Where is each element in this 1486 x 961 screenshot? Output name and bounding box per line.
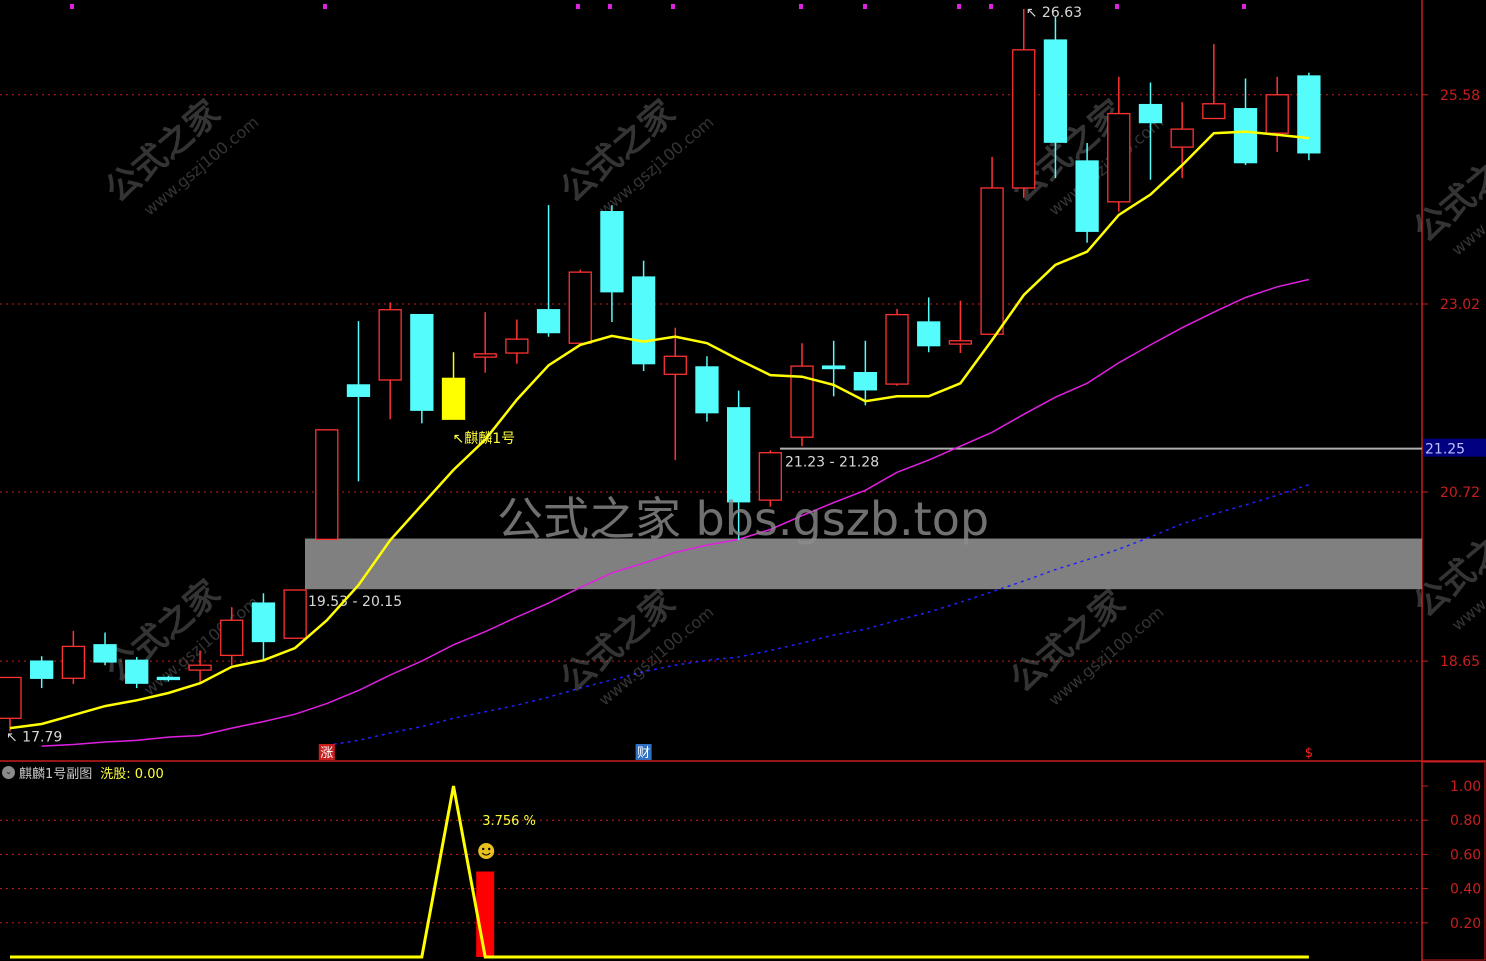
candle-body: [473, 353, 497, 358]
candle-body: [61, 645, 86, 679]
sub-y-tick-label: 0.20: [1450, 916, 1481, 932]
candle-body: [378, 309, 402, 381]
sub-line: [10, 785, 1309, 959]
subchart-indicator-value: 洗股: 0.00: [100, 766, 164, 782]
top-marker-dot: [608, 4, 612, 9]
support-zone: [305, 538, 1422, 590]
candle-body: [631, 276, 656, 365]
top-marker-dot: [989, 4, 993, 9]
candle-body: [726, 407, 751, 503]
top-marker-dot: [323, 4, 327, 9]
candle-body: [948, 340, 973, 345]
candle-body: [917, 321, 941, 347]
smiley-icon: [478, 843, 495, 859]
top-marker-dot: [671, 4, 675, 9]
candle-body: [695, 366, 719, 414]
current-price-tag: [1423, 438, 1486, 457]
support-zone-label: 19.53 - 20.15: [308, 594, 402, 610]
sub-y-tick-label: 0.60: [1450, 847, 1481, 863]
candle-body: [600, 211, 624, 293]
top-marker-dot: [799, 4, 803, 9]
candle-body: [1138, 103, 1163, 124]
candle-body: [0, 676, 22, 719]
candle-body: [30, 660, 54, 679]
subchart-title: 麒麟1号副图: [19, 766, 93, 782]
marker-badge: [318, 744, 335, 760]
sub-annotation: 3.756 %: [482, 814, 536, 829]
watermark-big: 公式之家 bbs.gszb.top: [497, 492, 989, 546]
sub-signal-bar: [476, 871, 495, 957]
candle-body: [125, 659, 149, 684]
candle-body: [663, 355, 687, 375]
sub-axis-box: [1421, 761, 1486, 961]
collapse-chevron-icon[interactable]: ⌄: [2, 765, 15, 779]
smiley-mouth: [481, 852, 491, 856]
candle-body: [853, 371, 878, 391]
y-tick-label: 20.72: [1440, 485, 1480, 501]
candle-body: [93, 644, 117, 663]
candle-body: [505, 338, 529, 354]
sub-y-tick-label: 1.00: [1450, 779, 1481, 795]
candle-body: [822, 365, 846, 370]
candle-body: [758, 452, 782, 501]
candle-body: [1233, 108, 1258, 164]
subchart-header: ⌄ 麒麟1号副图 洗股: 0.00: [2, 763, 164, 782]
candle-body: [1043, 39, 1068, 143]
candle-body: [188, 664, 212, 671]
candle-body: [1075, 160, 1099, 232]
sub-y-tick-label: 0.40: [1450, 882, 1481, 898]
candle-body: [568, 271, 592, 344]
y-tick-label: 25.58: [1440, 88, 1480, 104]
y-tick-label: 23.02: [1440, 297, 1480, 313]
candle-body: [980, 187, 1004, 335]
candle-body: [885, 313, 909, 385]
ma-short-line: [9, 130, 1310, 730]
marker-label: 财: [637, 746, 650, 761]
candle-body: [251, 602, 276, 643]
candle-body: [156, 676, 181, 681]
signal-label: ↖麒麟1号: [453, 431, 516, 447]
current-price-tag-label: 21.25: [1425, 442, 1465, 458]
low-price-label: ↖ 17.79: [6, 729, 62, 745]
candle-body: [283, 589, 307, 639]
candle-body: [1297, 75, 1321, 154]
candle-body: [790, 365, 814, 438]
marker-label: 涨: [320, 746, 333, 761]
y-tick-label: 18.65: [1440, 654, 1480, 670]
candle-body: [346, 384, 371, 397]
candle-body: [220, 619, 244, 657]
candle-body: [1202, 103, 1226, 120]
sub-y-tick-label: 0.80: [1450, 813, 1481, 829]
top-marker-dot: [863, 4, 867, 9]
smiley-eye: [488, 847, 491, 851]
candle-body: [315, 429, 339, 541]
high-price-label: ↖ 26.63: [1026, 5, 1082, 21]
candle-body: [410, 313, 434, 411]
top-marker-dot: [1242, 4, 1246, 9]
top-marker-dot: [957, 4, 961, 9]
top-marker-dot: [1115, 4, 1119, 9]
candle-body: [1107, 112, 1131, 203]
level-line-label: 21.23 - 21.28: [785, 455, 879, 471]
top-marker-dot: [576, 4, 580, 9]
marker-badge: [635, 744, 652, 760]
top-marker-dot: [70, 4, 74, 9]
signal-candle-body: [441, 377, 466, 420]
candle-body: [1012, 49, 1036, 189]
candle-body: [1265, 94, 1289, 134]
ma-mid-line: [41, 278, 1310, 747]
marker-label: $: [1305, 746, 1313, 761]
candle-body: [1170, 128, 1194, 148]
smiley-eye: [482, 847, 485, 851]
candle-body: [536, 309, 561, 334]
